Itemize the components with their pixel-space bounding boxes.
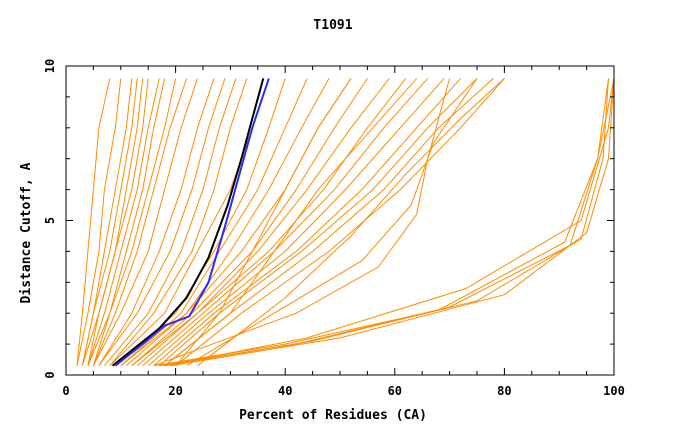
series-line-orange-9 bbox=[92, 78, 188, 366]
x-tick-label: 20 bbox=[168, 384, 182, 398]
series-line-black-39 bbox=[111, 78, 265, 367]
series-line-orange-34 bbox=[170, 78, 615, 367]
series-line-orange-23 bbox=[142, 78, 429, 367]
series-line-orange-38 bbox=[164, 78, 615, 367]
x-axis-label: Percent of Residues (CA) bbox=[239, 408, 427, 423]
series-line-orange-32 bbox=[164, 78, 418, 367]
series-line-orange-8 bbox=[92, 78, 177, 366]
series-line-orange-10 bbox=[92, 78, 198, 366]
series-line-orange-3 bbox=[81, 78, 138, 366]
series-line-orange-7 bbox=[87, 78, 166, 366]
tick-labels: 0 20 40 60 80 100 0 5 10 bbox=[43, 59, 625, 398]
x-tick-label: 40 bbox=[278, 384, 292, 398]
series-line-orange-36 bbox=[159, 78, 609, 367]
series-line-orange-20 bbox=[131, 78, 368, 367]
series-line-orange-21 bbox=[131, 78, 390, 367]
series-line-orange-11 bbox=[98, 78, 215, 366]
series-line-orange-33 bbox=[175, 78, 352, 367]
x-tick-label: 0 bbox=[62, 384, 69, 398]
series-line-orange-18 bbox=[120, 78, 330, 367]
series-lines bbox=[76, 78, 615, 367]
series-line-orange-27 bbox=[164, 78, 494, 367]
series-line-blue-40 bbox=[114, 78, 270, 367]
series-line-orange-24 bbox=[147, 78, 445, 367]
y-tick-label: 5 bbox=[43, 217, 57, 224]
series-line-orange-13 bbox=[104, 78, 237, 367]
series-line-orange-12 bbox=[98, 78, 226, 366]
series-line-orange-5 bbox=[87, 78, 149, 366]
series-line-orange-4 bbox=[81, 78, 144, 366]
y-tick-label: 0 bbox=[43, 371, 57, 378]
x-tick-label: 80 bbox=[497, 384, 511, 398]
chart-title: T1091 bbox=[313, 18, 352, 33]
series-line-orange-1 bbox=[76, 78, 122, 366]
series-line-orange-37 bbox=[153, 78, 615, 367]
y-axis-label: Distance Cutoff, A bbox=[19, 162, 34, 303]
y-tick-label: 10 bbox=[43, 59, 57, 73]
series-line-orange-29 bbox=[186, 78, 478, 367]
series-line-orange-26 bbox=[158, 78, 478, 367]
series-line-orange-6 bbox=[87, 78, 160, 366]
series-line-orange-30 bbox=[153, 78, 451, 367]
series-line-orange-17 bbox=[120, 78, 308, 367]
series-line-orange-25 bbox=[153, 78, 461, 367]
series-line-orange-31 bbox=[197, 78, 505, 367]
series-line-orange-14 bbox=[109, 78, 248, 367]
series-line-orange-19 bbox=[125, 78, 352, 367]
axis-ticks bbox=[65, 65, 615, 376]
series-line-orange-0 bbox=[76, 78, 111, 366]
x-tick-label: 100 bbox=[603, 384, 625, 398]
series-line-orange-28 bbox=[175, 78, 505, 367]
x-tick-label: 60 bbox=[388, 384, 402, 398]
